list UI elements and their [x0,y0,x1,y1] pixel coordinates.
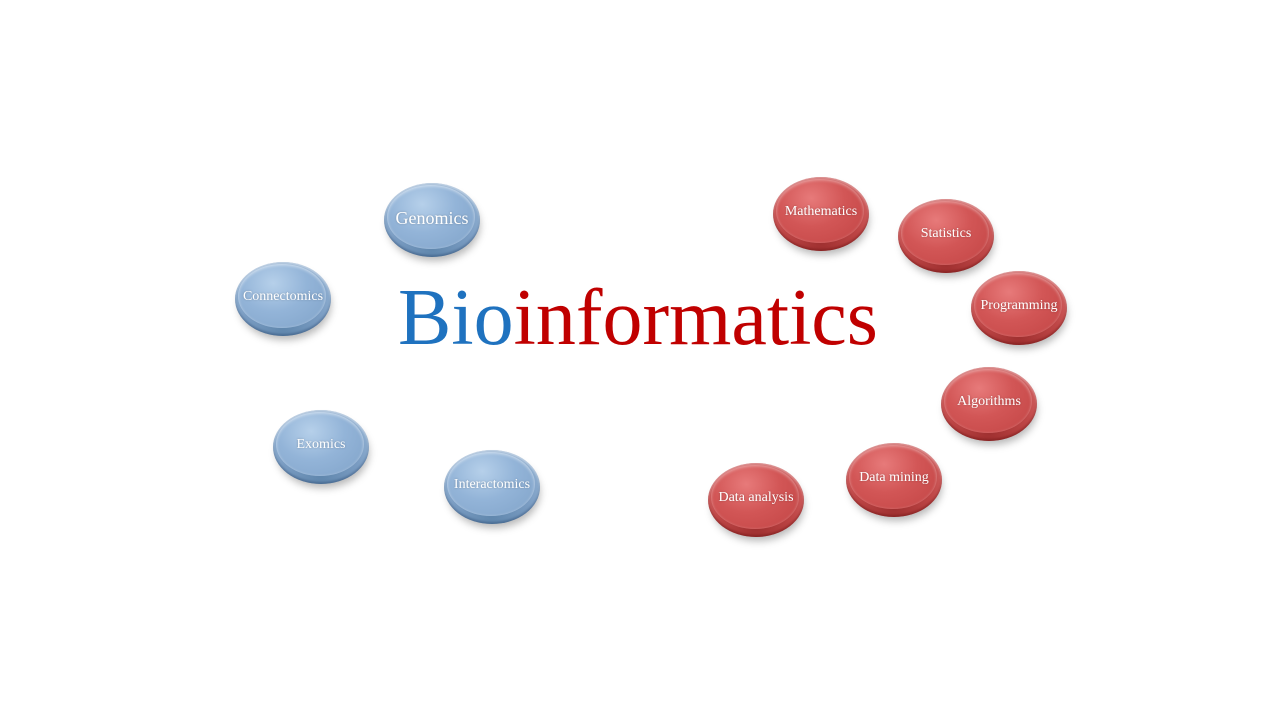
disc-interactomics: Interactomics [444,450,540,528]
disc-statistics: Statistics [898,199,994,277]
disc-label-statistics: Statistics [920,226,972,241]
disc-mathematics: Mathematics [773,177,869,255]
disc-label-programming: Programming [980,298,1058,313]
disc-programming: Programming [971,271,1067,349]
disc-label-data-analysis: Data analysis [718,490,794,505]
disc-label-exomics: Exomics [296,437,346,452]
disc-algorithms: Algorithms [941,367,1037,445]
disc-data-mining: Data mining [846,443,942,521]
central-title: Bioinformatics [398,268,888,368]
disc-genomics: Genomics [384,183,480,261]
disc-label-genomics: Genomics [395,207,469,228]
disc-label-connectomics: Connectomics [242,289,324,304]
disc-connectomics: Connectomics [235,262,331,340]
disc-label-interactomics: Interactomics [453,477,531,492]
title-part-informatics: informatics [513,274,878,362]
disc-label-data-mining: Data mining [859,470,929,485]
disc-label-mathematics: Mathematics [784,204,858,219]
disc-exomics: Exomics [273,410,369,488]
disc-data-analysis: Data analysis [708,463,804,541]
disc-label-algorithms: Algorithms [957,394,1021,409]
title-part-bio: Bio [398,274,514,362]
